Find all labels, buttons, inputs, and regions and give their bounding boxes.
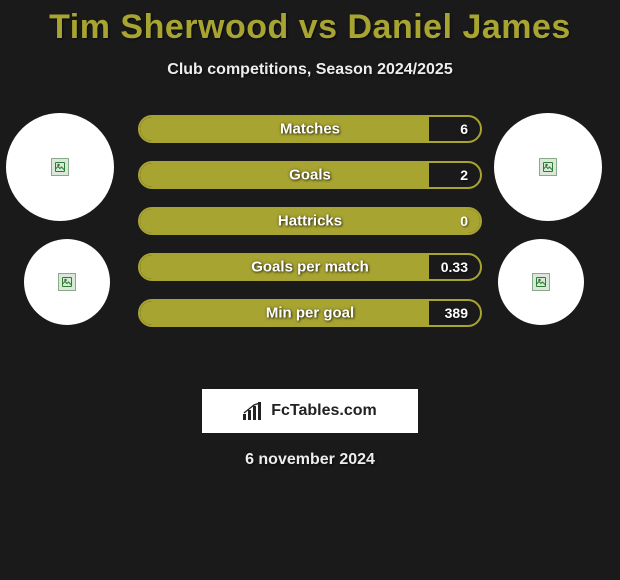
- date-label: 6 november 2024: [0, 451, 620, 469]
- stat-label: Matches: [280, 121, 340, 138]
- brand-badge[interactable]: FcTables.com: [202, 389, 418, 433]
- broken-image-icon: [58, 273, 76, 291]
- broken-image-icon: [51, 158, 69, 176]
- player1-club: [24, 239, 110, 325]
- right-avatars: [494, 113, 614, 343]
- stat-value: 0.33: [441, 259, 468, 275]
- bar-fill: [140, 163, 429, 187]
- stat-row-goals: Goals 2: [138, 161, 482, 189]
- stat-label: Goals per match: [251, 259, 369, 276]
- broken-image-icon: [532, 273, 550, 291]
- stat-label: Hattricks: [278, 213, 342, 230]
- main-area: Matches 6 Goals 2 Hattricks 0 Goals per …: [0, 113, 620, 373]
- stat-label: Goals: [289, 167, 331, 184]
- stat-row-mpg: Min per goal 389: [138, 299, 482, 327]
- brand-text: FcTables.com: [271, 402, 377, 420]
- player2-photo: [494, 113, 602, 221]
- comparison-card: Tim Sherwood vs Daniel James Club compet…: [0, 0, 620, 469]
- page-title: Tim Sherwood vs Daniel James: [0, 8, 620, 47]
- stat-value: 0: [460, 213, 468, 229]
- subtitle: Club competitions, Season 2024/2025: [0, 61, 620, 79]
- stat-value: 6: [460, 121, 468, 137]
- broken-image-icon: [539, 158, 557, 176]
- stat-value: 2: [460, 167, 468, 183]
- stat-value: 389: [445, 305, 468, 321]
- chart-icon: [243, 402, 265, 420]
- player1-photo: [6, 113, 114, 221]
- stat-row-matches: Matches 6: [138, 115, 482, 143]
- stat-bars: Matches 6 Goals 2 Hattricks 0 Goals per …: [138, 115, 482, 345]
- stat-row-hattricks: Hattricks 0: [138, 207, 482, 235]
- stat-label: Min per goal: [266, 305, 354, 322]
- left-avatars: [6, 113, 126, 343]
- player2-club: [498, 239, 584, 325]
- stat-row-gpm: Goals per match 0.33: [138, 253, 482, 281]
